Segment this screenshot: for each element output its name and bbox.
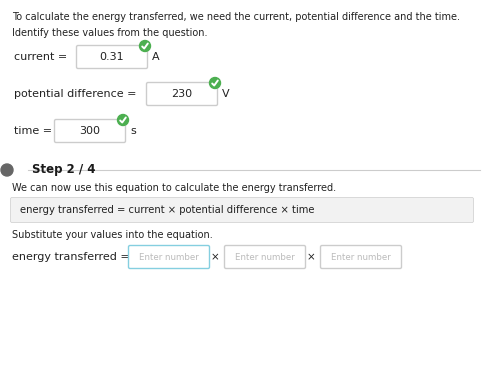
FancyBboxPatch shape: [76, 45, 147, 69]
Circle shape: [117, 114, 128, 126]
Text: 0.31: 0.31: [100, 52, 124, 62]
Text: We can now use this equation to calculate the energy transferred.: We can now use this equation to calculat…: [12, 183, 335, 193]
Text: potential difference =: potential difference =: [14, 89, 136, 99]
Text: Enter number: Enter number: [235, 252, 294, 261]
Text: energy transferred = current × potential difference × time: energy transferred = current × potential…: [20, 205, 314, 215]
Text: Identify these values from the question.: Identify these values from the question.: [12, 28, 207, 38]
Text: 230: 230: [171, 89, 192, 99]
Circle shape: [139, 40, 150, 51]
Circle shape: [1, 164, 13, 176]
Text: time =: time =: [14, 126, 52, 136]
Text: Enter number: Enter number: [331, 252, 390, 261]
Text: current =: current =: [14, 52, 67, 62]
Text: Step 2 / 4: Step 2 / 4: [32, 164, 95, 177]
Text: A: A: [151, 52, 159, 62]
Text: To calculate the energy transferred, we need the current, potential difference a: To calculate the energy transferred, we …: [12, 12, 459, 22]
FancyBboxPatch shape: [11, 198, 472, 222]
FancyBboxPatch shape: [146, 82, 217, 105]
FancyBboxPatch shape: [54, 120, 125, 142]
Text: 300: 300: [79, 126, 100, 136]
Text: ×: ×: [306, 252, 315, 262]
Text: s: s: [130, 126, 136, 136]
Circle shape: [209, 78, 220, 88]
Text: V: V: [222, 89, 229, 99]
Text: Enter number: Enter number: [139, 252, 198, 261]
Text: Substitute your values into the equation.: Substitute your values into the equation…: [12, 230, 212, 240]
FancyBboxPatch shape: [320, 246, 401, 268]
Text: ×: ×: [210, 252, 219, 262]
Text: energy transferred =: energy transferred =: [12, 252, 130, 262]
FancyBboxPatch shape: [224, 246, 305, 268]
FancyBboxPatch shape: [128, 246, 209, 268]
